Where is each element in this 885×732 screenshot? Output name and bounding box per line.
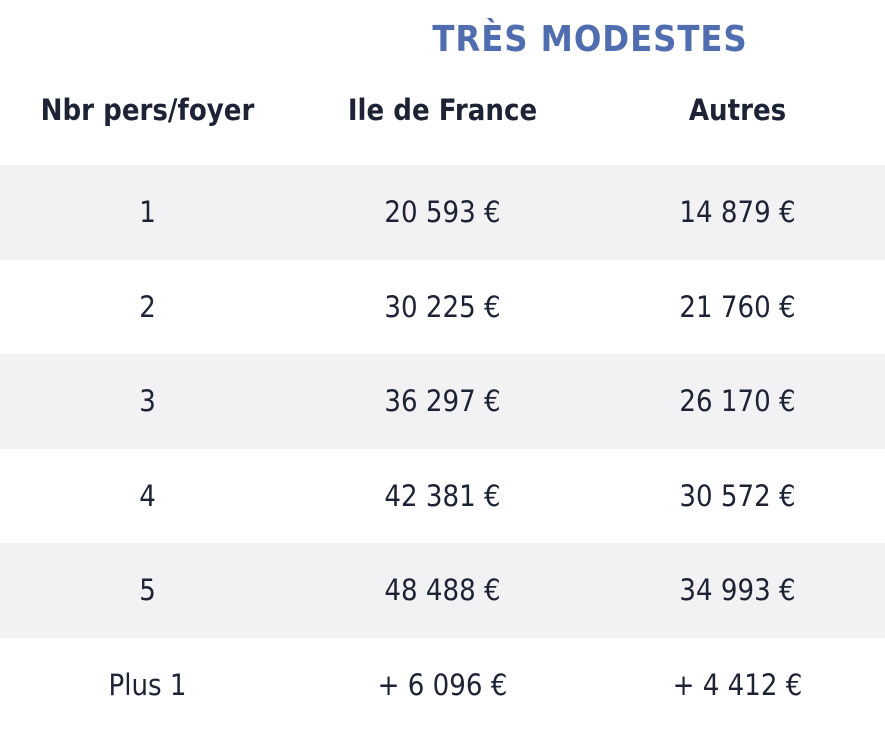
table-row: 2 30 225 € 21 760 € [0,260,885,355]
cell-ile-de-france: 42 381 € [310,479,576,513]
table-row: 3 36 297 € 26 170 € [0,354,885,449]
title-row: TRÈS MODESTES [0,18,885,60]
table-row: 1 20 593 € 14 879 € [0,165,885,260]
column-header-autres: Autres [605,93,871,127]
table-row: 5 48 488 € 34 993 € [0,543,885,638]
cell-household-size: 3 [15,384,281,418]
column-header-ile-de-france: Ile de France [310,93,576,127]
table-row: Plus 1 + 6 096 € + 4 412 € [0,638,885,732]
cell-autres: + 4 412 € [605,668,871,702]
cell-ile-de-france: 36 297 € [310,384,576,418]
cell-autres: 14 879 € [605,195,871,229]
column-header-row: Nbr pers/foyer Ile de France Autres [0,60,885,165]
cell-household-size: Plus 1 [15,668,281,702]
cell-household-size: 1 [15,195,281,229]
table-row: 4 42 381 € 30 572 € [0,449,885,544]
cell-ile-de-france: 48 488 € [310,573,576,607]
table-body: 1 20 593 € 14 879 € 2 30 225 € 21 760 € … [0,165,885,732]
cell-ile-de-france: + 6 096 € [310,668,576,702]
cell-household-size: 2 [15,290,281,324]
column-header-household-size: Nbr pers/foyer [15,93,281,127]
cell-autres: 21 760 € [605,290,871,324]
cell-ile-de-france: 20 593 € [310,195,576,229]
cell-autres: 30 572 € [605,479,871,513]
cell-household-size: 5 [15,573,281,607]
cell-autres: 26 170 € [605,384,871,418]
cell-household-size: 4 [15,479,281,513]
cell-ile-de-france: 30 225 € [310,290,576,324]
cell-autres: 34 993 € [605,573,871,607]
table-title: TRÈS MODESTES [325,19,856,60]
